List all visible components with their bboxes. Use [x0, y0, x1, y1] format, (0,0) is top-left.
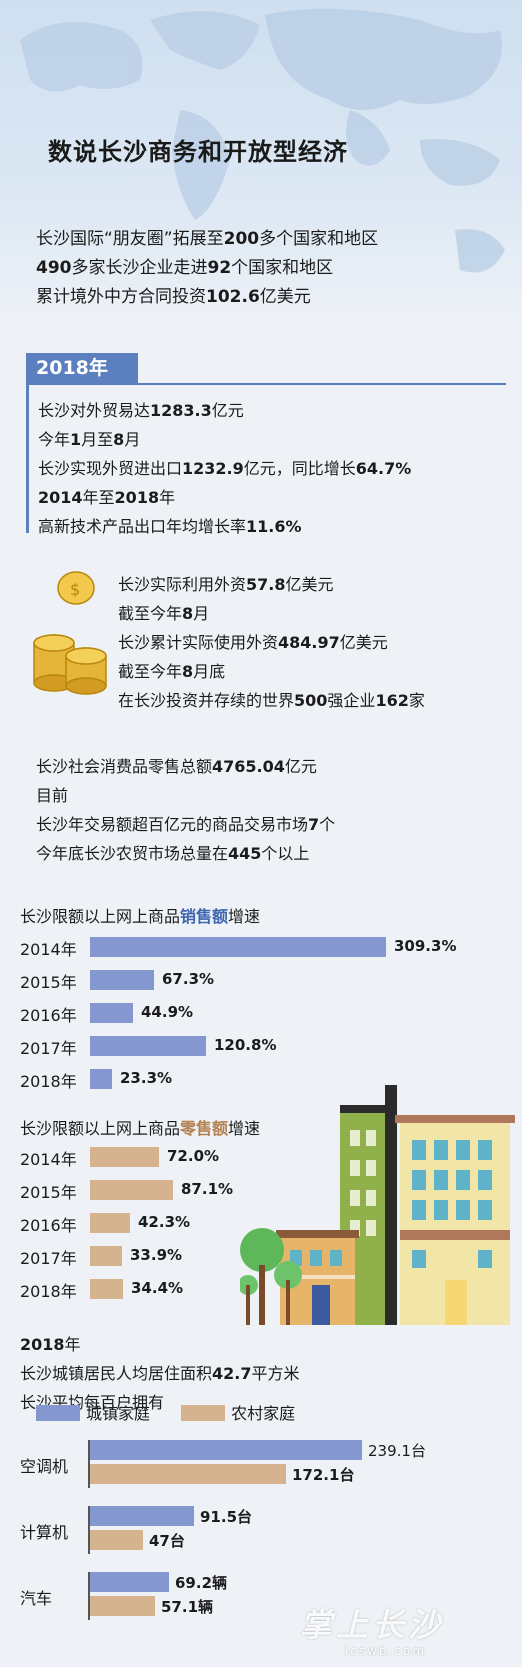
bar-value-label: 69.2辆	[175, 1574, 228, 1592]
bar-value-label: 87.1%	[181, 1180, 234, 1198]
bar-value-label: 57.1辆	[161, 1598, 214, 1616]
group-axis-line	[88, 1572, 90, 1620]
consumption-block: 长沙社会消费品零售总额4765.04亿元 目前 长沙年交易额超百亿元的商品交易市…	[36, 752, 335, 868]
group-axis-line	[88, 1440, 90, 1488]
bar-value-label: 120.8%	[214, 1036, 277, 1054]
bar-category-label: 2016年	[20, 1006, 77, 1025]
intro-line-3: 累计境外中方合同投资102.6亿美元	[36, 287, 311, 307]
stat-line: 今年底长沙农贸市场总量在445个以上	[36, 844, 310, 863]
bar	[90, 1279, 123, 1299]
stat-line: 高新技术产品出口年均增长率11.6%	[38, 517, 302, 536]
stat-line: 在长沙投资并存续的世界500强企业162家	[118, 691, 425, 710]
stat-line: 长沙实际利用外资57.8亿美元	[118, 575, 334, 594]
bar-category-label: 2018年	[20, 1282, 77, 1301]
bar-value-label: 239.1台	[368, 1442, 426, 1460]
world-map-graphic	[20, 8, 505, 273]
stat-line: 长沙城镇居民人均居住面积42.7平方米	[20, 1364, 300, 1383]
legend-swatch-urban	[36, 1405, 80, 1421]
bar	[90, 1147, 159, 1167]
bar-category-label: 2018年	[20, 1072, 77, 1091]
intro-block: 长沙国际“朋友圈”拓展至200多个国家和地区 490多家长沙企业走进92个国家和…	[36, 225, 378, 312]
bar-value-label: 91.5台	[200, 1508, 253, 1526]
bar-value-label: 34.4%	[131, 1279, 184, 1297]
bar	[90, 1506, 194, 1526]
bar-value-label: 72.0%	[167, 1147, 220, 1165]
bar-category-label: 2014年	[20, 1150, 77, 1169]
bar-category-label: 2014年	[20, 940, 77, 959]
stat-line: 长沙社会消费品零售总额4765.04亿元	[36, 757, 317, 776]
stat-line: 长沙累计实际使用外资484.97亿美元	[118, 633, 388, 652]
stat-line: 今年1月至8月	[38, 430, 141, 449]
foreign-investment-block: 长沙实际利用外资57.8亿美元 截至今年8月 长沙累计实际使用外资484.97亿…	[118, 570, 425, 715]
bar-category-label: 2017年	[20, 1249, 77, 1268]
group-axis-line	[88, 1506, 90, 1554]
legend-urban: 城镇家庭	[36, 1400, 150, 1424]
buildings-illustration	[240, 1085, 515, 1325]
bar	[90, 1036, 206, 1056]
year-section-rule-left	[26, 353, 29, 533]
bar-value-label: 67.3%	[162, 970, 215, 988]
bar	[90, 1003, 133, 1023]
year-tag: 2018年	[26, 353, 138, 383]
bar	[90, 1596, 155, 1616]
stat-line: 2018年	[20, 1335, 81, 1354]
housing-block: 2018年 长沙城镇居民人均居住面积42.7平方米 长沙平均每百户拥有	[20, 1330, 300, 1417]
legend-swatch-rural	[181, 1405, 226, 1421]
bar-category-label: 2015年	[20, 973, 77, 992]
gold-coins-icon: $	[33, 571, 107, 695]
stat-line: 长沙对外贸易达1283.3亿元	[38, 401, 244, 420]
bar-value-label: 42.3%	[138, 1213, 191, 1231]
page-title: 数说长沙商务和开放型经济	[48, 138, 348, 166]
bar-value-label: 47台	[149, 1532, 185, 1550]
stat-line: 长沙实现外贸进出口1232.9亿元，同比增长64.7%	[38, 459, 412, 478]
trade-stats-block: 长沙对外贸易达1283.3亿元 今年1月至8月 长沙实现外贸进出口1232.9亿…	[38, 396, 411, 541]
stat-line: 目前	[36, 786, 69, 805]
bar-value-label: 172.1台	[292, 1466, 355, 1484]
bar-value-label: 23.3%	[120, 1069, 173, 1087]
bar-category-label: 2016年	[20, 1216, 77, 1235]
group-category-label: 计算机	[20, 1523, 69, 1542]
watermark-url: icswb.com	[345, 1644, 427, 1658]
stat-line: 截至今年8月	[118, 604, 210, 623]
bar	[90, 970, 154, 990]
stat-line: 2014年至2018年	[38, 488, 176, 507]
stat-line: 截至今年8月底	[118, 662, 226, 681]
bar	[90, 1069, 112, 1089]
bar	[90, 1246, 122, 1266]
sales-growth-chart-title: 长沙限额以上网上商品销售额增速	[20, 907, 261, 926]
intro-line-1: 长沙国际“朋友圈”拓展至200多个国家和地区	[36, 229, 379, 249]
intro-line-2: 490多家长沙企业走进92个国家和地区	[36, 258, 334, 278]
bar	[90, 1572, 169, 1592]
bar	[90, 1180, 173, 1200]
bar	[90, 1464, 286, 1484]
bar-value-label: 33.9%	[130, 1246, 183, 1264]
group-category-label: 空调机	[20, 1457, 69, 1476]
bar-value-label: 309.3%	[394, 937, 457, 955]
bar	[90, 1530, 143, 1550]
bar	[90, 937, 386, 957]
bar-category-label: 2015年	[20, 1183, 77, 1202]
retail-growth-chart-title: 长沙限额以上网上商品零售额增速	[20, 1119, 261, 1138]
header-map-banner: 数说长沙商务和开放型经济 长沙国际“朋友圈”拓展至200多个国家和地区 490多…	[0, 0, 522, 330]
year-section-rule	[26, 383, 506, 385]
svg-text:$: $	[70, 580, 80, 599]
stat-line: 长沙年交易额超百亿元的商品交易市场7个	[36, 815, 336, 834]
group-category-label: 汽车	[20, 1589, 53, 1608]
legend-rural: 农村家庭	[181, 1400, 295, 1424]
bar-value-label: 44.9%	[141, 1003, 194, 1021]
bar	[90, 1213, 130, 1233]
bar-category-label: 2017年	[20, 1039, 77, 1058]
chart-legend: 城镇家庭 农村家庭	[36, 1400, 321, 1424]
watermark-logo: 掌上长沙	[300, 1606, 445, 1644]
bar	[90, 1440, 362, 1460]
